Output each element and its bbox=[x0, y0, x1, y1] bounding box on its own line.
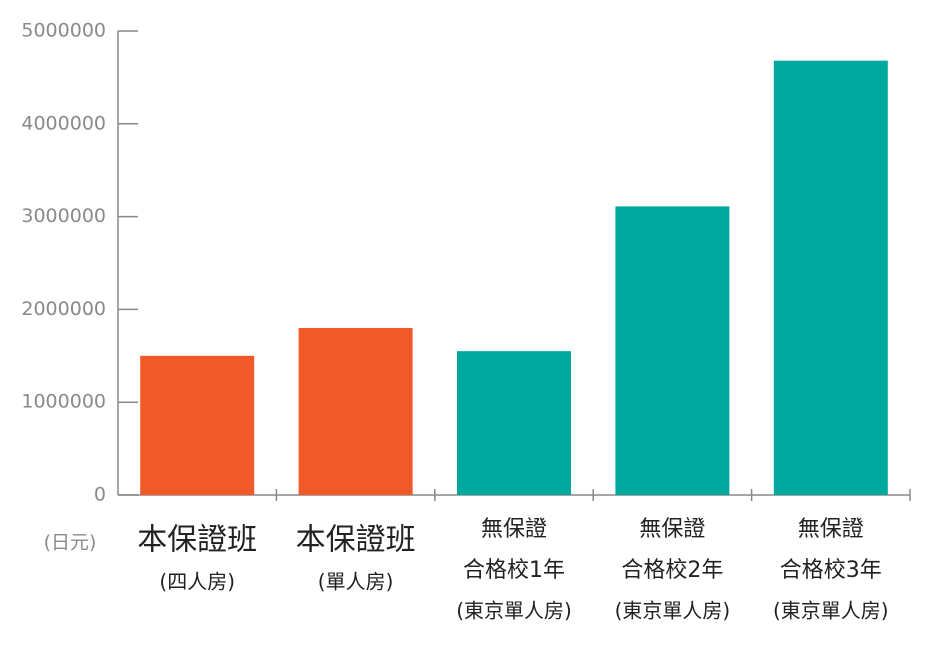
x-tick-label: 無保證 bbox=[481, 517, 547, 542]
x-tick-label: 合格校1年 bbox=[463, 558, 565, 583]
x-tick-label: (單人房) bbox=[318, 570, 394, 594]
bar bbox=[140, 355, 255, 495]
y-tick-label: 5000000 bbox=[21, 20, 106, 42]
y-tick-label: 1000000 bbox=[21, 391, 106, 413]
y-tick-label: 0 bbox=[94, 484, 106, 506]
bar bbox=[615, 206, 730, 495]
x-tick-label: 合格校2年 bbox=[621, 558, 723, 583]
y-tick-label: 4000000 bbox=[21, 112, 106, 134]
x-tick-label: 本保證班 bbox=[137, 523, 257, 558]
y-tick-label: 2000000 bbox=[21, 298, 106, 320]
x-tick-label: (四人房) bbox=[159, 570, 235, 594]
x-tick-label: (東京單人房) bbox=[773, 599, 889, 623]
x-tick-label: 本保證班 bbox=[296, 523, 416, 558]
x-tick-label: (東京單人房) bbox=[615, 599, 731, 623]
x-tick-label: 合格校3年 bbox=[780, 558, 882, 583]
x-tick-label: 無保證 bbox=[639, 517, 705, 542]
bar bbox=[773, 60, 888, 496]
y-unit-label: (日元) bbox=[44, 532, 97, 554]
bar bbox=[298, 327, 413, 495]
bar bbox=[457, 351, 571, 495]
x-tick-label: 無保證 bbox=[798, 517, 864, 542]
x-tick-label: (東京單人房) bbox=[456, 599, 572, 623]
y-tick-label: 3000000 bbox=[21, 205, 106, 227]
